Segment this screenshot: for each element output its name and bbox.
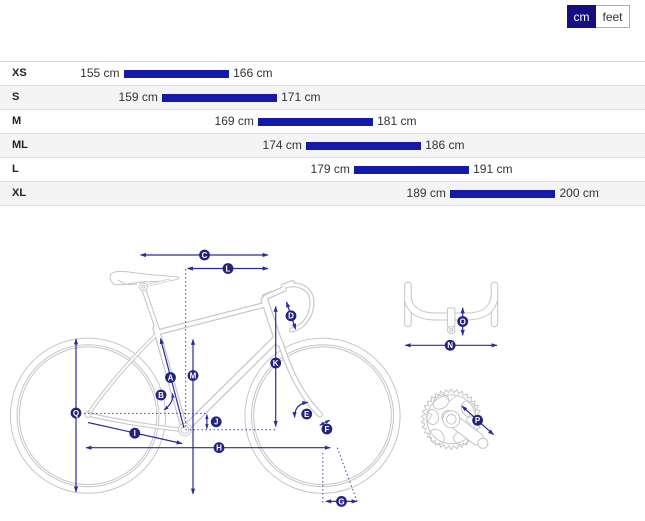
svg-text:P: P xyxy=(475,416,481,425)
svg-text:J: J xyxy=(214,418,218,427)
svg-text:G: G xyxy=(338,497,344,506)
svg-text:K: K xyxy=(273,359,279,368)
svg-text:Q: Q xyxy=(73,409,79,418)
svg-text:N: N xyxy=(447,341,453,350)
svg-text:M: M xyxy=(190,371,197,380)
svg-text:H: H xyxy=(216,444,222,453)
svg-text:F: F xyxy=(324,425,329,434)
svg-text:I: I xyxy=(134,429,136,438)
svg-text:A: A xyxy=(168,373,174,382)
svg-text:O: O xyxy=(460,317,466,326)
svg-text:L: L xyxy=(226,264,231,273)
svg-text:E: E xyxy=(304,410,310,419)
svg-text:D: D xyxy=(288,312,294,321)
svg-text:B: B xyxy=(158,391,164,400)
svg-text:C: C xyxy=(202,251,208,260)
